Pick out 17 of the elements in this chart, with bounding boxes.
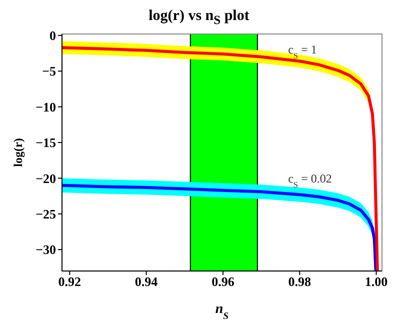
y-tick-label: 0 xyxy=(50,28,56,44)
y-tick-label: −5 xyxy=(42,64,56,79)
y-tick-label: −15 xyxy=(36,135,56,150)
x-tick-label: 0.92 xyxy=(58,274,82,290)
y-tick-label: −10 xyxy=(36,99,56,114)
x-tick-label: 0.98 xyxy=(288,274,312,290)
annotation: c$_{S}$ = 0.02 xyxy=(288,171,332,189)
x-tick-label: 1.00 xyxy=(364,274,388,290)
y-tick-label: −25 xyxy=(36,206,56,222)
y-tick-label: −20 xyxy=(36,170,56,186)
x-axis-title: n$_{S}$ xyxy=(215,302,230,322)
line-series xyxy=(62,46,379,271)
y-axis-title: log(r) xyxy=(11,138,25,167)
x-tick-label: 0.96 xyxy=(212,274,235,290)
chart-title: log(r) vs n$_{S}$ plot xyxy=(148,8,250,27)
x-tick-label: 0.94 xyxy=(134,274,158,290)
y-tick-label: −30 xyxy=(36,242,56,258)
